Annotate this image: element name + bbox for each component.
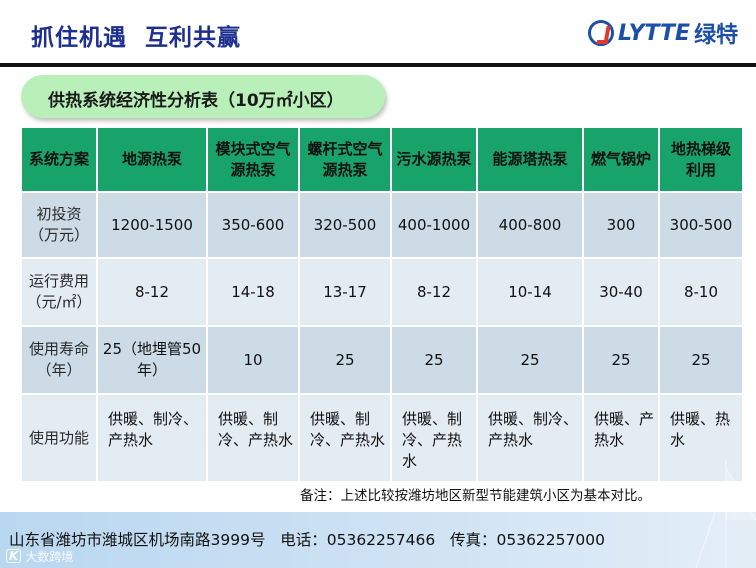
- header-cell: 螺杆式空气源热泵: [298, 126, 392, 193]
- table-cell: 8-10: [658, 257, 744, 327]
- footer-contact: 山东省潍坊市潍城区机场南路3999号 电话：05362257466 传真：053…: [9, 531, 605, 549]
- row-label: 使用功能: [20, 393, 98, 483]
- table-cell: 300: [582, 191, 660, 259]
- table-cell: 供暖、制冷、产热水: [476, 393, 584, 483]
- header-cell: 能源塔热泵: [476, 126, 584, 193]
- table-cell: 400-1000: [390, 191, 478, 259]
- footer-bar: [0, 512, 756, 568]
- table-cell: 8-12: [390, 257, 478, 327]
- table-cell: 14-18: [206, 257, 300, 327]
- logo-text: LYTTE: [618, 20, 691, 46]
- header-cell: 模块式空气源热泵: [206, 126, 300, 193]
- subtitle-banner: [21, 75, 385, 118]
- table-cell: 25: [582, 325, 660, 395]
- table-row: 运行费用（元/㎡） 8-12 14-18 13-17 8-12 10-14 30…: [20, 257, 744, 327]
- table-cell: 1200-1500: [96, 191, 208, 259]
- lytte-logo-icon: [588, 20, 614, 46]
- table-cell: 10: [206, 325, 300, 395]
- table-cell: 25: [390, 325, 478, 395]
- table-cell: 供暖、制冷、产热水: [206, 393, 300, 483]
- table-cell: 供暖、制冷、产热水: [298, 393, 392, 483]
- table-cell: 供暖、制冷、产热水: [390, 393, 478, 483]
- table-cell: 13-17: [298, 257, 392, 327]
- row-label: 初投资（万元）: [20, 191, 98, 259]
- table-cell: 25: [476, 325, 584, 395]
- header-cell: 燃气锅炉: [582, 126, 660, 193]
- company-logo: LYTTE 绿特: [588, 17, 738, 49]
- table-row: 初投资（万元） 1200-1500 350-600 320-500 400-10…: [20, 191, 744, 259]
- sailboat-decoration: [695, 460, 756, 568]
- watermark: K 大数跨境: [6, 548, 73, 564]
- table-cell: 25: [658, 325, 744, 395]
- table-header-row: 系统方案 地源热泵 模块式空气源热泵 螺杆式空气源热泵 污水源热泵 能源塔热泵 …: [20, 126, 744, 193]
- slogan: 抓住机遇 互利共赢: [31, 25, 242, 51]
- logo-chinese-name: 绿特: [694, 23, 739, 48]
- table-row: 使用寿命（年） 25（地埋管50年） 10 25 25 25 25 25: [20, 325, 744, 395]
- header-cell: 地源热泵: [96, 126, 208, 193]
- row-label: 使用寿命（年）: [20, 325, 98, 395]
- table-cell: 300-500: [658, 191, 744, 259]
- table-cell: 30-40: [582, 257, 660, 327]
- table-cell: 25（地埋管50年）: [96, 325, 208, 395]
- watermark-logo-icon: K: [6, 549, 22, 563]
- table-cell: 400-800: [476, 191, 584, 259]
- table-cell: 350-600: [206, 191, 300, 259]
- header-cell: 系统方案: [20, 126, 98, 193]
- comparison-table: 系统方案 地源热泵 模块式空气源热泵 螺杆式空气源热泵 污水源热泵 能源塔热泵 …: [20, 126, 744, 483]
- footnote: 备注：上述比较按潍坊地区新型节能建筑小区为基本对比。: [300, 488, 651, 504]
- table-cell: 供暖、热水: [658, 393, 744, 483]
- table-cell: 320-500: [298, 191, 392, 259]
- table-title: 供热系统经济性分析表（10万㎡小区）: [48, 91, 344, 111]
- table-row: 使用功能 供暖、制冷、产热水 供暖、制冷、产热水 供暖、制冷、产热水 供暖、制冷…: [20, 393, 744, 483]
- watermark-text: 大数跨境: [25, 549, 74, 564]
- header-cell: 地热梯级利用: [658, 126, 744, 193]
- header-cell: 污水源热泵: [390, 126, 478, 193]
- table-cell: 供暖、产热水: [582, 393, 660, 483]
- table-cell: 10-14: [476, 257, 584, 327]
- table-cell: 8-12: [96, 257, 208, 327]
- table-cell: 供暖、制冷、产热水: [96, 393, 208, 483]
- table-cell: 25: [298, 325, 392, 395]
- header-divider: [0, 63, 756, 67]
- row-label: 运行费用（元/㎡）: [20, 257, 98, 327]
